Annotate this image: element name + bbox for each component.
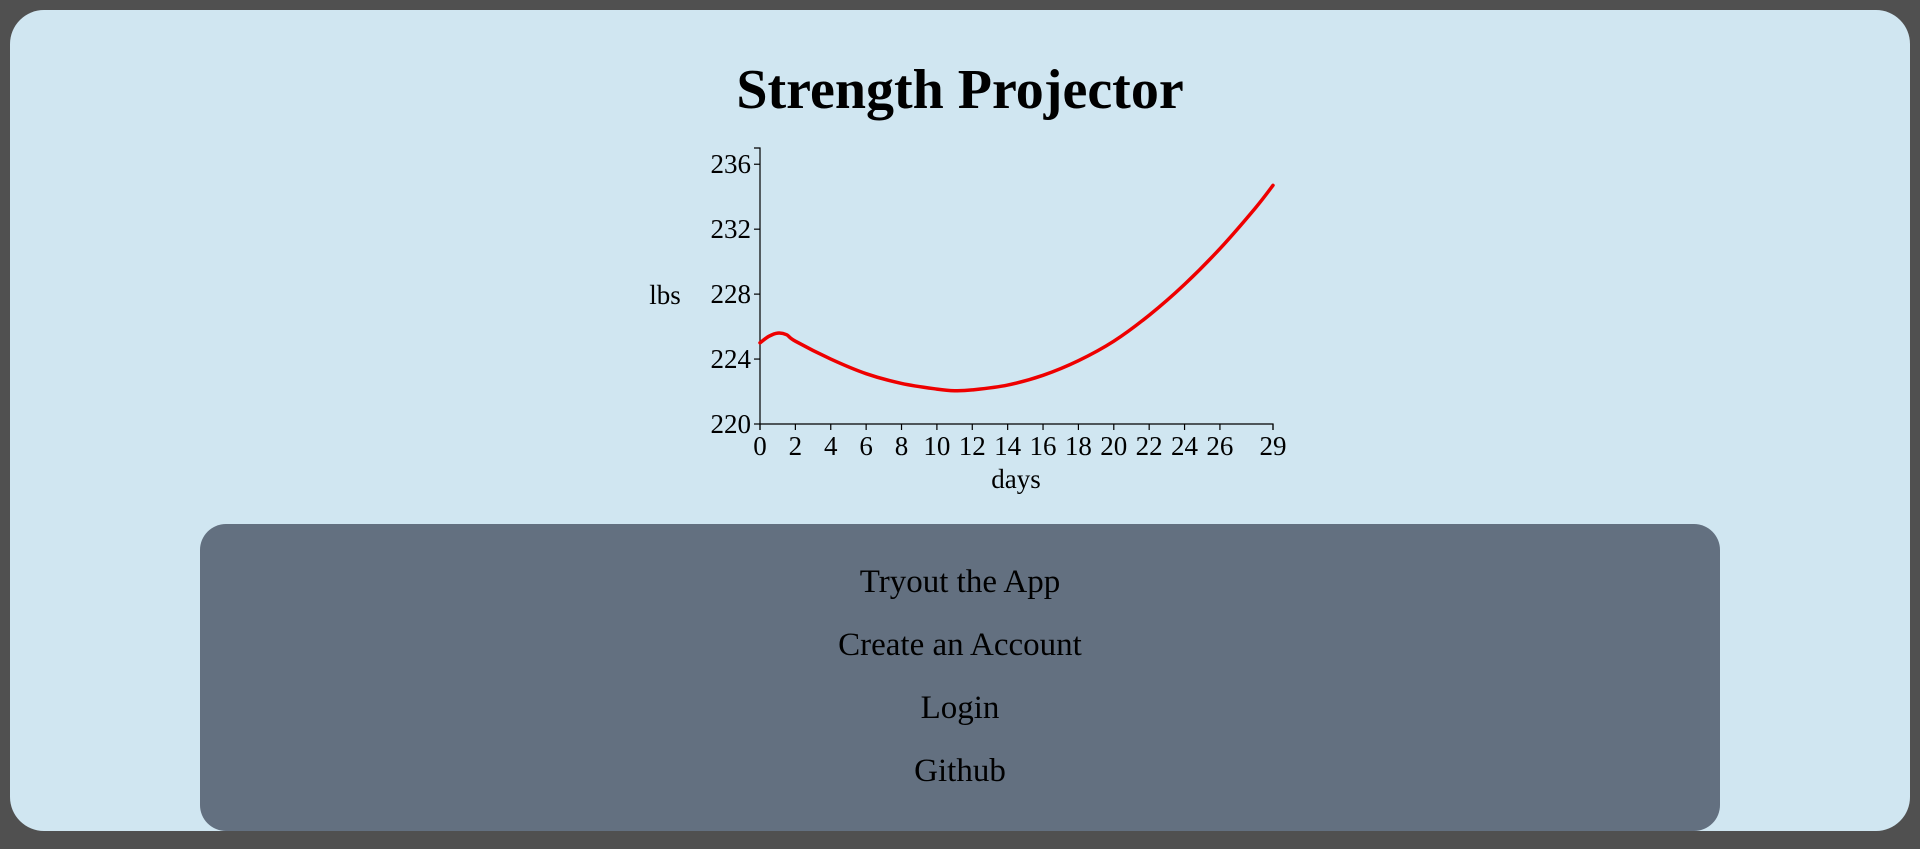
x-tick-label: 10	[923, 431, 950, 461]
chart-axes	[754, 147, 1274, 430]
strength-chart: 0 2 4 6 8 10 12 14 16 18 20 22 24 26 29220224228232236…	[649, 147, 1287, 494]
y-tick-label: 228	[711, 279, 752, 309]
x-axis-line	[759, 423, 1274, 430]
x-tick-label: 4	[824, 431, 838, 461]
x-tick-label: 26	[1206, 431, 1233, 461]
y-axis-label: lbs	[649, 280, 681, 310]
x-tick-label: 0	[753, 431, 767, 461]
x-tick-label: 14	[994, 431, 1022, 461]
y-tick-label: 236	[711, 149, 752, 179]
page-title: Strength Projector	[736, 59, 1184, 121]
series-line	[758, 183, 1275, 393]
login-link[interactable]: Login	[920, 690, 1000, 726]
x-tick-label: 12	[959, 431, 986, 461]
tryout-app-link[interactable]: Tryout the App	[859, 564, 1061, 600]
x-tick-label: 16	[1030, 431, 1057, 461]
create-account-link[interactable]: Create an Account	[838, 627, 1082, 663]
x-tick-label: 6	[859, 431, 873, 461]
y-axis-line	[754, 147, 761, 424]
main-menu: Tryout the App Create an Account Login G…	[200, 524, 1720, 831]
github-link[interactable]: Github	[914, 753, 1006, 789]
page-card: Strength Projector 0 2 4 6 8 10 12 14 16 18 20 22 24…	[10, 10, 1910, 831]
x-tick-label: 8	[895, 431, 909, 461]
x-tick-label: 2	[789, 431, 803, 461]
x-tick-label: 18	[1065, 431, 1092, 461]
y-tick-label: 224	[711, 344, 752, 374]
y-tick-label: 232	[711, 214, 752, 244]
y-tick-label: 220	[711, 409, 752, 439]
x-tick-label: 22	[1136, 431, 1163, 461]
x-axis-label: days	[991, 464, 1041, 494]
x-tick-label: 29	[1260, 431, 1287, 461]
chart-series	[758, 183, 1275, 393]
x-tick-label: 20	[1100, 431, 1127, 461]
x-tick-label: 24	[1171, 431, 1199, 461]
